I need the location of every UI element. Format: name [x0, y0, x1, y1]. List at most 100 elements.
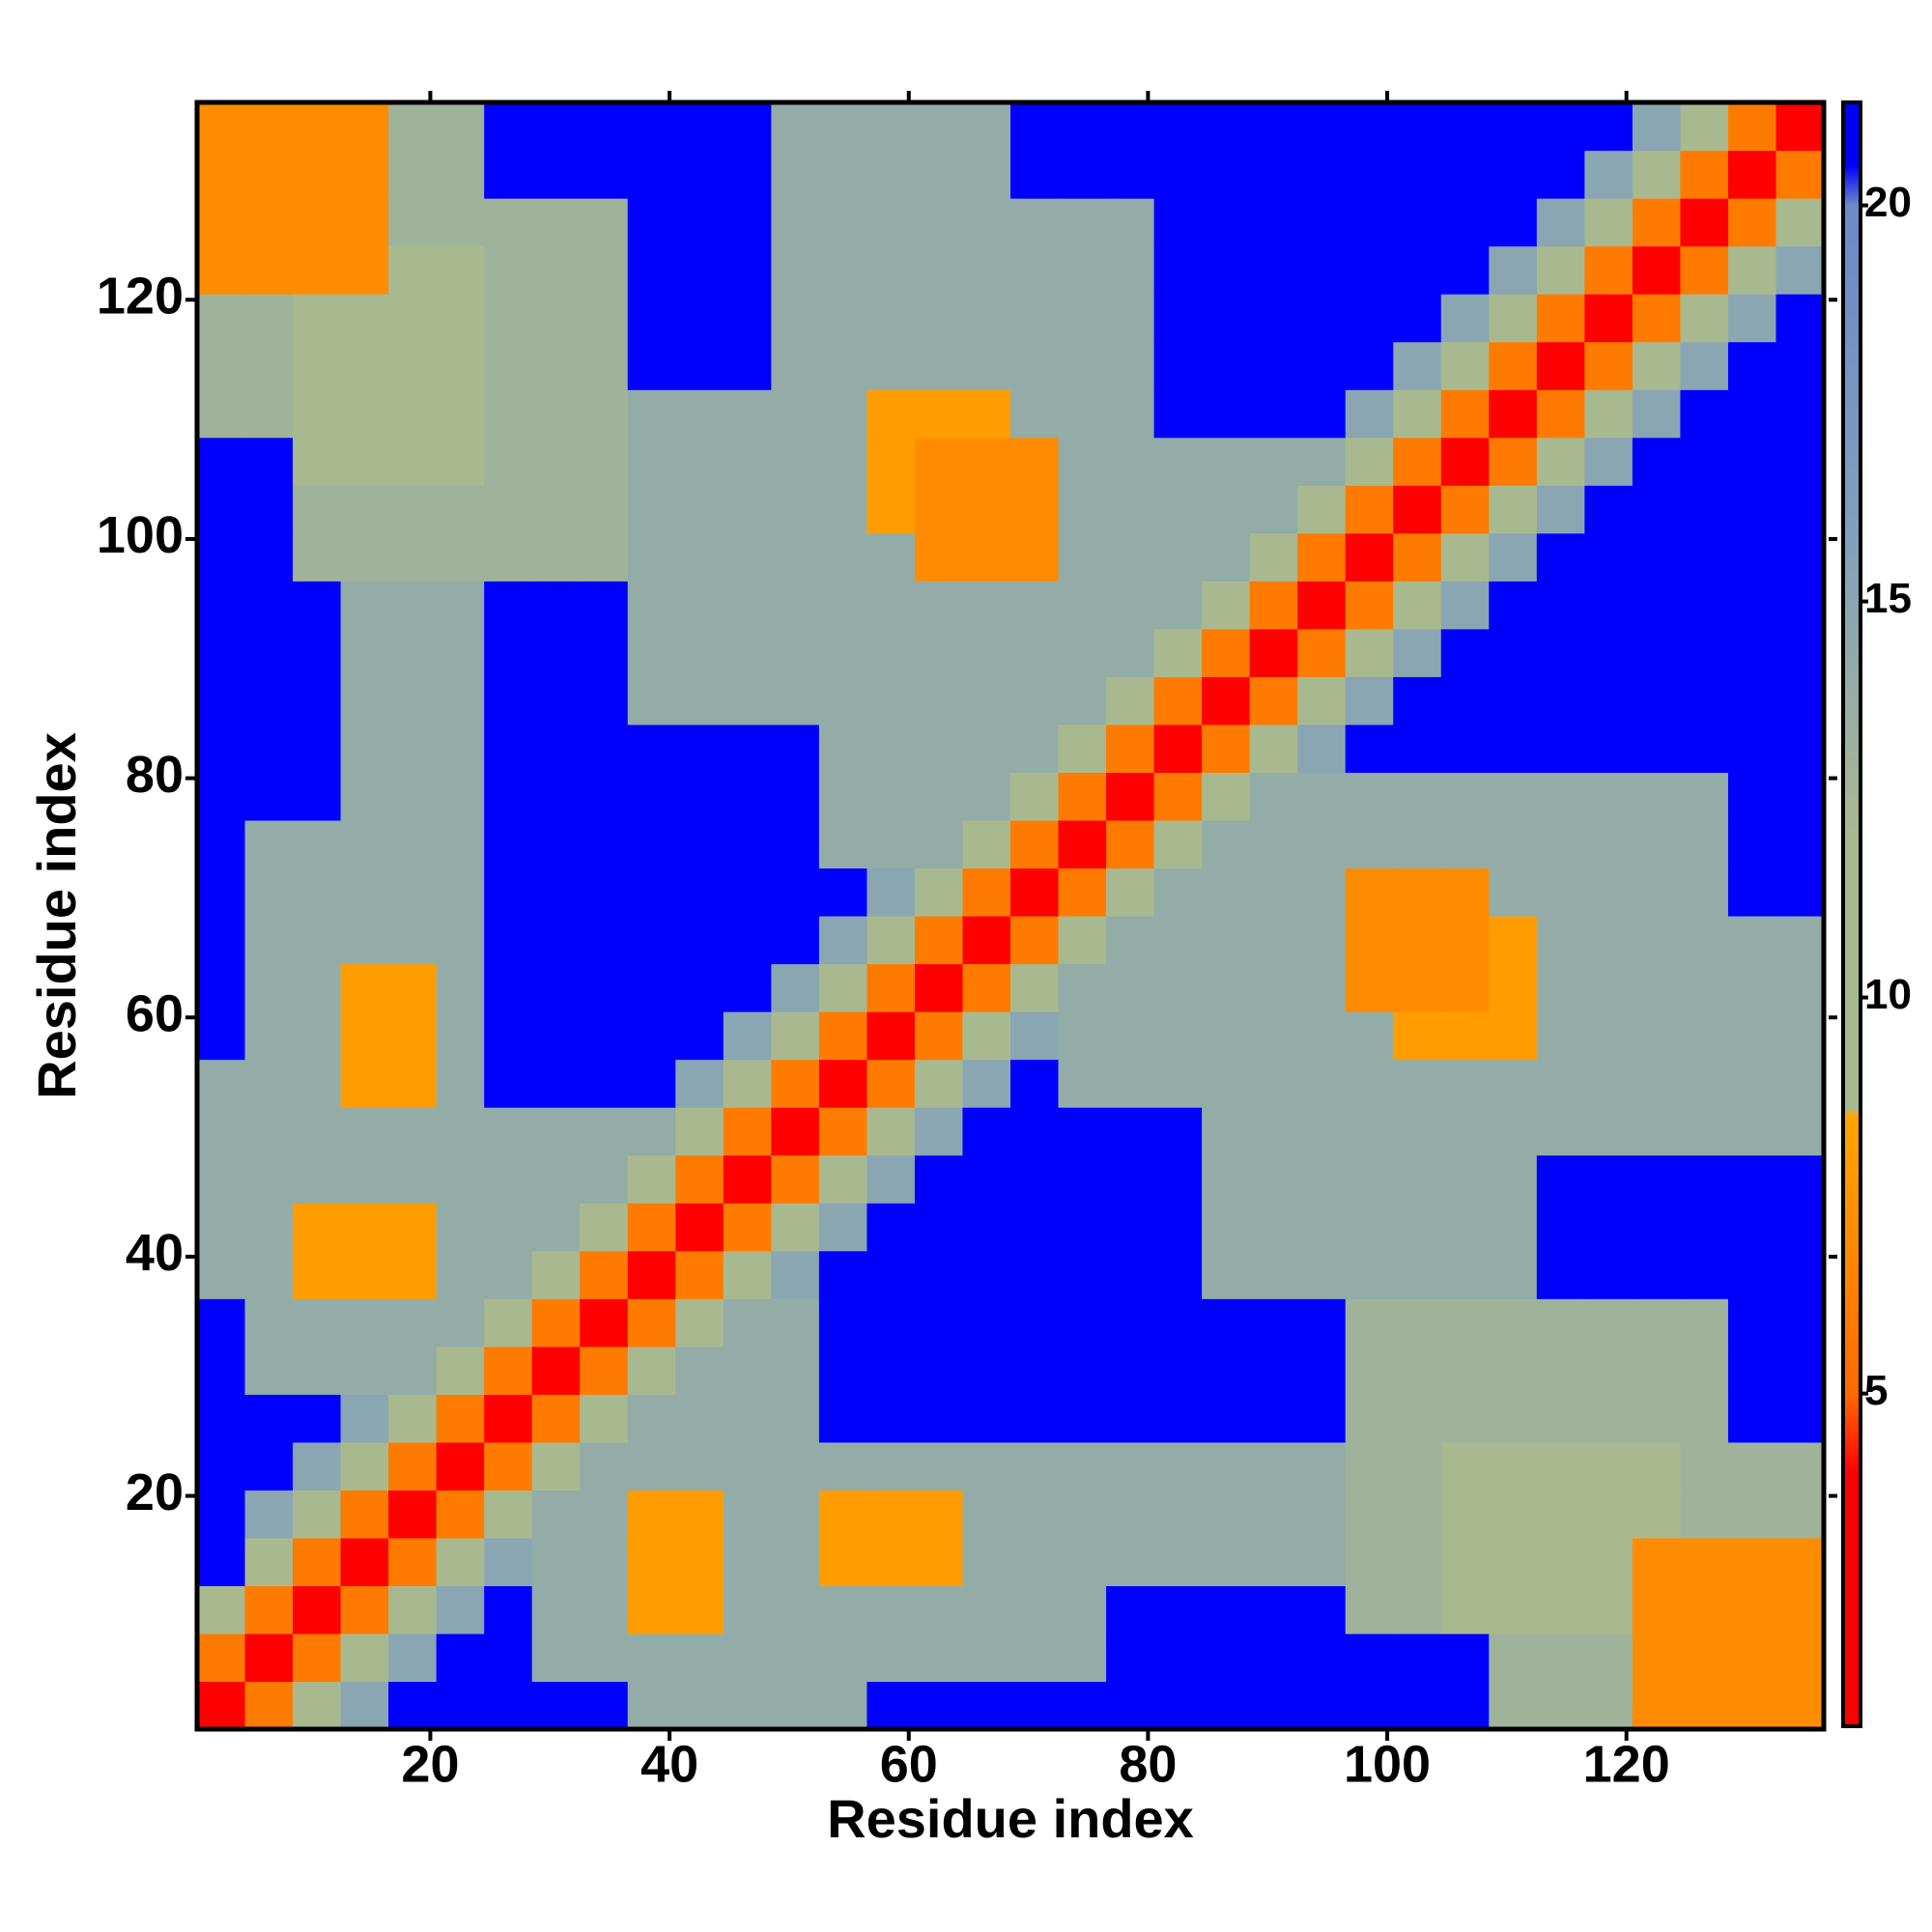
heatmap-cell — [1202, 294, 1251, 343]
heatmap-cell — [1680, 1250, 1729, 1299]
heatmap-cell — [867, 867, 916, 917]
heatmap-cell — [914, 437, 964, 486]
heatmap-cell — [1536, 1585, 1585, 1634]
heatmap-cell — [627, 1394, 676, 1443]
heatmap-cell — [484, 1107, 533, 1156]
heatmap-cell — [1345, 1059, 1394, 1108]
heatmap-cell — [1680, 1490, 1729, 1539]
heatmap-cell — [197, 1298, 246, 1348]
heatmap-cell — [1106, 581, 1155, 630]
heatmap-cell — [531, 245, 581, 295]
heatmap-cell — [914, 1441, 964, 1491]
heatmap-cell — [436, 628, 485, 677]
heatmap-cell — [1680, 294, 1729, 343]
heatmap-cell — [1632, 867, 1682, 917]
heatmap-cell — [388, 294, 438, 343]
x-tick-label: 20 — [401, 1735, 459, 1793]
heatmap-cell — [867, 1298, 916, 1348]
heatmap-cell — [293, 245, 342, 295]
heatmap-cell — [1153, 102, 1203, 152]
heatmap-cell — [340, 676, 389, 725]
heatmap-cell — [1202, 198, 1251, 247]
heatmap-cell — [1345, 102, 1394, 152]
heatmap-cell — [723, 867, 772, 917]
heatmap-cell — [293, 437, 342, 486]
heatmap-cell — [818, 1681, 868, 1730]
heatmap-cell — [1680, 1441, 1729, 1491]
heatmap-cell — [1297, 1633, 1347, 1683]
heatmap-cell — [771, 1011, 820, 1061]
heatmap-cell — [1680, 916, 1729, 965]
heatmap-cell — [1727, 628, 1777, 677]
heatmap-cell — [484, 1298, 533, 1348]
heatmap-cell — [1345, 1107, 1394, 1156]
heatmap-cell — [1058, 963, 1107, 1012]
heatmap-cell — [1776, 1011, 1825, 1061]
heatmap-cell — [1632, 1681, 1682, 1730]
heatmap-cell — [675, 1011, 724, 1061]
heatmap-cell — [1202, 389, 1251, 439]
heatmap-cell — [818, 389, 868, 439]
heatmap-cell — [244, 532, 294, 582]
heatmap-cell — [771, 1059, 820, 1108]
heatmap-cell — [1010, 676, 1060, 725]
heatmap-cell — [675, 1203, 724, 1252]
heatmap-cell — [340, 437, 389, 486]
heatmap-cell — [1202, 1681, 1251, 1730]
heatmap-cell — [436, 294, 485, 343]
heatmap-cell — [1536, 1059, 1585, 1108]
heatmap-cell — [388, 581, 438, 630]
heatmap-cell — [580, 963, 629, 1012]
heatmap-cell — [244, 1250, 294, 1299]
heatmap-cell — [1345, 532, 1394, 582]
heatmap-cell — [675, 294, 724, 343]
heatmap-cell — [340, 1537, 389, 1587]
heatmap-cell — [1680, 1537, 1729, 1587]
heatmap-cell — [1153, 1346, 1203, 1395]
heatmap-cell — [962, 581, 1011, 630]
heatmap-cell — [1632, 676, 1682, 725]
heatmap-cell — [340, 1394, 389, 1443]
heatmap-cell — [293, 916, 342, 965]
heatmap-cell — [531, 1537, 581, 1587]
heatmap-cell — [867, 485, 916, 534]
heatmap-cell — [1345, 1394, 1394, 1443]
heatmap-cell — [1010, 1011, 1060, 1061]
heatmap-cell — [962, 1585, 1011, 1634]
heatmap-cell — [1440, 532, 1490, 582]
heatmap-cell — [1584, 1154, 1634, 1204]
heatmap-cell — [1153, 581, 1203, 630]
heatmap-cell — [1345, 628, 1394, 677]
heatmap-cell — [1249, 245, 1298, 295]
heatmap-cell — [1489, 102, 1538, 152]
heatmap-cell — [1010, 437, 1060, 486]
heatmap-cell — [1393, 1394, 1442, 1443]
heatmap-cell — [1489, 1059, 1538, 1108]
heatmap-cell — [1584, 1107, 1634, 1156]
heatmap-cell — [1058, 389, 1107, 439]
heatmap-cell — [1345, 1298, 1394, 1348]
heatmap-cell — [531, 389, 581, 439]
heatmap-cell — [244, 437, 294, 486]
heatmap-cell — [531, 676, 581, 725]
heatmap-cell — [1393, 628, 1442, 677]
heatmap-cell — [293, 1490, 342, 1539]
heatmap-cell — [1776, 1490, 1825, 1539]
heatmap-cell — [1393, 867, 1442, 917]
heatmap-cell — [675, 867, 724, 917]
heatmap-cell — [197, 1441, 246, 1491]
heatmap-cell — [244, 772, 294, 821]
heatmap-cell — [1776, 1059, 1825, 1108]
heatmap-cell — [1393, 198, 1442, 247]
heatmap-cell — [1489, 532, 1538, 582]
heatmap-cell — [293, 150, 342, 199]
heatmap-cell — [1489, 1681, 1538, 1730]
y-axis-title: Residue index — [26, 732, 87, 1099]
heatmap-cell — [1536, 245, 1585, 295]
heatmap-cell — [197, 341, 246, 390]
heatmap-cell — [1680, 581, 1729, 630]
heatmap-cell — [1776, 437, 1825, 486]
heatmap-cell — [818, 819, 868, 869]
heatmap-cell — [1202, 676, 1251, 725]
heatmap-cell — [1632, 1490, 1682, 1539]
